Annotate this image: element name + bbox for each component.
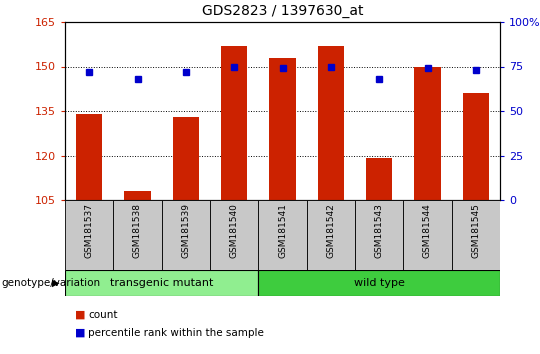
Bar: [65, 270, 258, 296]
Bar: [403, 200, 451, 270]
Text: ■: ■: [75, 328, 85, 338]
Text: transgenic mutant: transgenic mutant: [110, 278, 213, 288]
Bar: [124, 191, 151, 200]
Bar: [366, 159, 393, 200]
Bar: [258, 270, 500, 296]
Bar: [269, 58, 296, 200]
Text: GSM181537: GSM181537: [85, 204, 93, 258]
Bar: [76, 114, 103, 200]
Title: GDS2823 / 1397630_at: GDS2823 / 1397630_at: [202, 4, 363, 18]
Bar: [355, 200, 403, 270]
Text: ■: ■: [75, 310, 85, 320]
Text: GSM181541: GSM181541: [278, 204, 287, 258]
Bar: [161, 200, 210, 270]
Text: GSM181539: GSM181539: [181, 204, 190, 258]
Bar: [210, 200, 258, 270]
Text: GSM181538: GSM181538: [133, 204, 142, 258]
Text: wild type: wild type: [354, 278, 404, 288]
Bar: [451, 200, 500, 270]
Bar: [318, 46, 344, 200]
Bar: [173, 117, 199, 200]
Text: percentile rank within the sample: percentile rank within the sample: [89, 328, 265, 338]
Bar: [113, 200, 161, 270]
Text: GSM181540: GSM181540: [230, 204, 239, 258]
Bar: [221, 46, 247, 200]
Text: GSM181545: GSM181545: [471, 204, 481, 258]
Text: ▶: ▶: [52, 278, 59, 288]
Text: GSM181544: GSM181544: [423, 204, 432, 258]
Text: count: count: [89, 310, 118, 320]
Bar: [258, 200, 307, 270]
Bar: [414, 67, 441, 200]
Bar: [65, 200, 113, 270]
Text: GSM181542: GSM181542: [326, 204, 335, 258]
Text: GSM181543: GSM181543: [375, 204, 383, 258]
Bar: [307, 200, 355, 270]
Text: genotype/variation: genotype/variation: [1, 278, 100, 288]
Bar: [463, 93, 489, 200]
